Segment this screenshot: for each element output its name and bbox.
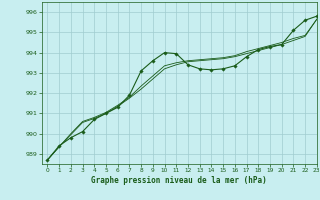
- X-axis label: Graphe pression niveau de la mer (hPa): Graphe pression niveau de la mer (hPa): [91, 176, 267, 185]
